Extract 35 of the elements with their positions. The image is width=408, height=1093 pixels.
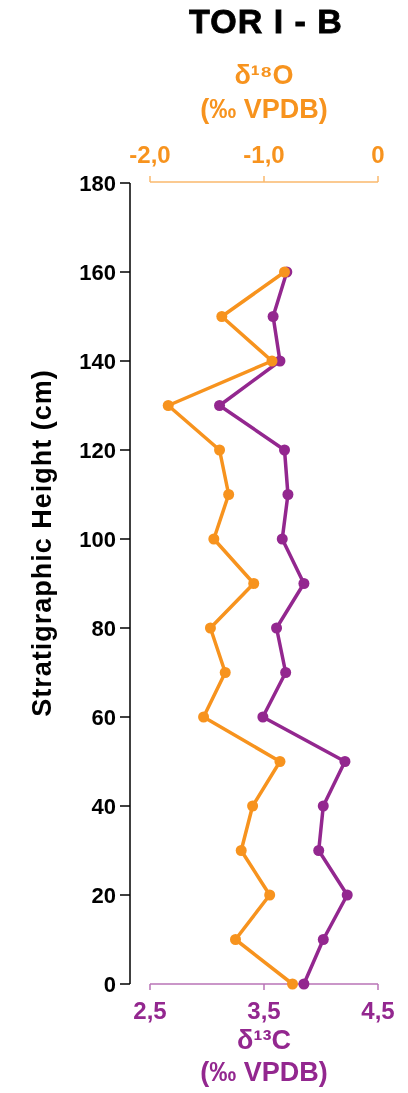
point (282, 489, 294, 500)
x2-tick-label: -2,0 (129, 141, 171, 168)
y-tick-label: 0 (103, 971, 116, 997)
y-tick-label: 160 (79, 259, 116, 285)
y-tick-label: 100 (79, 526, 116, 552)
x-tick-label: 3,5 (247, 997, 281, 1024)
point (267, 311, 279, 322)
point (271, 622, 283, 634)
chart-title: TOR I - B (189, 2, 343, 40)
point (317, 800, 329, 812)
point (257, 711, 269, 723)
x2-tick-label: -1,0 (243, 141, 285, 168)
y-tick-label: 180 (79, 170, 116, 196)
y-tick-label: 120 (79, 437, 116, 463)
point (214, 400, 226, 411)
x-axis-title: δ¹³C (‰ VPDB) (200, 1025, 328, 1087)
y-tick-label: 40 (91, 793, 116, 819)
x2-axis-title: δ¹⁸O (‰ VPDB) (200, 60, 328, 124)
y-tick-label: 60 (91, 704, 116, 730)
point (279, 444, 291, 456)
y-tick-label: 80 (91, 615, 116, 641)
point (276, 533, 288, 545)
y-tick-label: 140 (79, 348, 116, 374)
y-tick-label: 20 (91, 882, 116, 908)
point (298, 578, 310, 589)
x-tick-label: 2,5 (133, 997, 167, 1024)
point (339, 756, 351, 767)
point (341, 889, 353, 901)
point (298, 978, 310, 990)
point (280, 667, 292, 678)
x-tick-label: 4,5 (361, 997, 395, 1024)
y-axis-title: Stratigraphic Height (cm) (27, 369, 57, 717)
x2-tick-label: 0 (371, 141, 385, 168)
point (313, 845, 325, 856)
point (317, 934, 329, 945)
